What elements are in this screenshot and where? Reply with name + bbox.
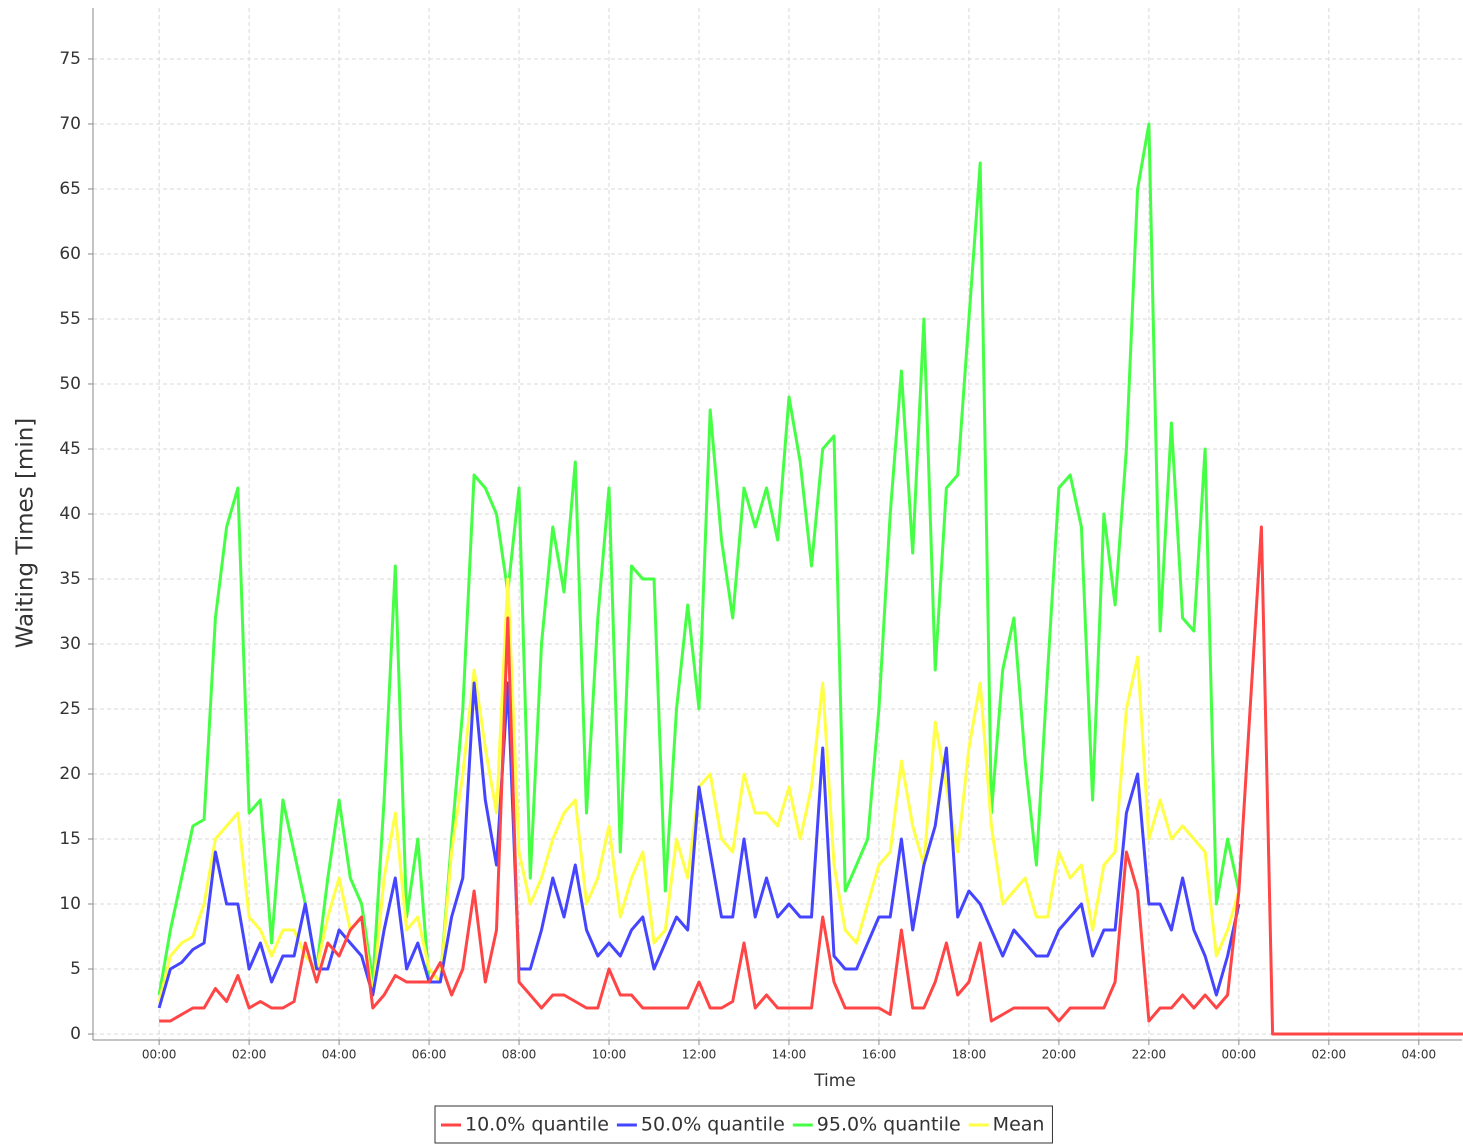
x-axis-label: Time — [813, 1071, 856, 1091]
x-tick-label: 00:00 — [142, 1048, 177, 1062]
legend: 10.0% quantile 50.0% quantile 95.0% quanti… — [434, 1105, 1053, 1144]
x-tick-label: 10:00 — [592, 1048, 627, 1062]
x-tick-label: 12:00 — [682, 1048, 717, 1062]
y-tick-label: 55 — [59, 309, 81, 329]
y-tick-label: 75 — [59, 49, 81, 69]
series-line — [159, 525, 1463, 1036]
y-tick-label: 10 — [59, 894, 81, 914]
x-tick-label: 18:00 — [952, 1048, 987, 1062]
legend-label: Mean — [993, 1114, 1045, 1136]
legend-label: 10.0% quantile — [465, 1114, 609, 1136]
x-tick-label: 06:00 — [412, 1048, 447, 1062]
x-tick-label: 04:00 — [322, 1048, 357, 1062]
legend-label: 50.0% quantile — [641, 1114, 785, 1136]
y-tick-label: 45 — [59, 439, 81, 459]
y-tick-label: 50 — [59, 374, 81, 394]
x-tick-label: 16:00 — [862, 1048, 897, 1062]
legend-label: 95.0% quantile — [817, 1114, 961, 1136]
y-tick-label: 30 — [59, 634, 81, 654]
x-tick-label: 22:00 — [1132, 1048, 1167, 1062]
series-line — [157, 681, 1241, 1009]
y-tick-label: 60 — [59, 244, 81, 264]
y-tick-label: 25 — [59, 699, 81, 719]
y-tick-label: 20 — [59, 764, 81, 784]
y-axis-label: Waiting Times [min] — [13, 418, 39, 649]
x-tick-label: 14:00 — [772, 1048, 807, 1062]
y-tick-label: 5 — [70, 959, 81, 979]
x-tick-label: 02:00 — [232, 1048, 267, 1062]
series-line — [157, 122, 1241, 996]
x-tick-label: 04:00 — [1402, 1048, 1437, 1062]
x-tick-label: 20:00 — [1042, 1048, 1077, 1062]
y-tick-label: 40 — [59, 504, 81, 524]
x-tick-label: 02:00 — [1312, 1048, 1347, 1062]
y-tick-label: 65 — [59, 179, 81, 199]
y-tick-label: 0 — [70, 1024, 81, 1044]
y-tick-label: 70 — [59, 114, 81, 134]
y-tick-label: 35 — [59, 569, 81, 589]
legend-box — [434, 1105, 1053, 1144]
x-tick-label: 08:00 — [502, 1048, 537, 1062]
x-tick-label: 00:00 — [1222, 1048, 1257, 1062]
y-tick-label: 15 — [59, 829, 81, 849]
